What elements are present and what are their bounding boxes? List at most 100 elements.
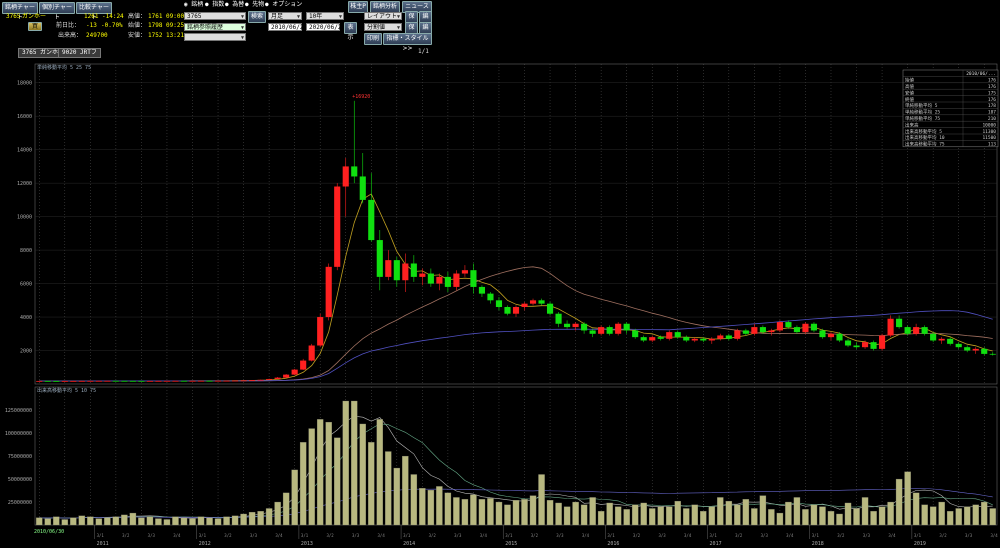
candle-body bbox=[964, 347, 971, 351]
shareholder-button[interactable]: 株主P bbox=[348, 1, 368, 13]
volume-bar bbox=[444, 492, 452, 526]
volume-bar bbox=[614, 506, 622, 526]
info-table-label: 高値 bbox=[905, 83, 914, 90]
volume-bar bbox=[895, 478, 903, 526]
volume-bar bbox=[163, 519, 171, 526]
indicator-style-button[interactable]: 指標・スタイル>> bbox=[383, 33, 432, 52]
volume-bar bbox=[606, 502, 613, 526]
candle-body bbox=[623, 323, 630, 331]
candle-body bbox=[436, 276, 443, 284]
quarter-label: 3/1 bbox=[199, 533, 207, 538]
candle-body bbox=[325, 266, 332, 318]
split-select[interactable]: 分割値 bbox=[364, 23, 402, 32]
candle-body bbox=[572, 323, 579, 328]
quarter-label: 3/2 bbox=[735, 533, 743, 538]
volume-bar bbox=[95, 518, 103, 526]
buy-sell-toggle[interactable]: 買 bbox=[28, 22, 42, 31]
price-tick-label: 4000 bbox=[20, 315, 32, 321]
volume-bar bbox=[478, 499, 486, 526]
volume-bar bbox=[742, 499, 750, 526]
candle-body bbox=[180, 380, 188, 382]
volume-bar bbox=[427, 489, 435, 526]
volume-bar bbox=[316, 419, 324, 526]
candle-body bbox=[538, 300, 545, 304]
page-indicator: 1/1 bbox=[418, 48, 429, 55]
mode-radio-index[interactable]: ● 指数 bbox=[205, 1, 225, 8]
info-table-value: 178 bbox=[988, 103, 996, 109]
candle-body bbox=[376, 240, 383, 277]
display-button[interactable]: 表示 bbox=[344, 22, 357, 41]
candle-body bbox=[53, 380, 60, 382]
quarter-label: 3/4 bbox=[582, 533, 590, 538]
volume-bar bbox=[70, 517, 77, 526]
chart-type-button-1[interactable]: 銘柄チャート bbox=[2, 2, 38, 21]
candle-body bbox=[104, 380, 111, 382]
range-select[interactable]: 10年 bbox=[306, 12, 344, 21]
candle-body bbox=[155, 380, 162, 382]
candle-body bbox=[393, 260, 400, 281]
volume-bar bbox=[376, 419, 384, 526]
volume-bar bbox=[929, 506, 937, 526]
quarter-label: 3/4 bbox=[990, 533, 998, 538]
chart-type-button-2[interactable]: 個別チャート bbox=[39, 2, 75, 21]
quarter-label: 3/2 bbox=[326, 533, 334, 538]
volume-bar bbox=[146, 516, 154, 526]
tab-stock-2[interactable]: 9020 JRTフ bbox=[58, 48, 101, 58]
candle-body bbox=[223, 380, 230, 382]
volume-bar bbox=[674, 500, 681, 526]
price-tick-label: 10000 bbox=[17, 215, 32, 221]
info-table-value: 187 bbox=[988, 110, 996, 116]
mode-radio-stock[interactable]: ◉ 銘柄 bbox=[184, 1, 204, 8]
history-select[interactable]: 銘柄参照履歴 bbox=[184, 23, 246, 32]
volume-bar bbox=[580, 504, 588, 526]
candle-body bbox=[827, 333, 835, 338]
candle-body bbox=[844, 340, 852, 346]
candle-body bbox=[683, 337, 690, 341]
volume-bar bbox=[657, 506, 664, 526]
candle-body bbox=[785, 322, 792, 328]
mode-label: 銘柄 bbox=[191, 1, 204, 8]
price-tick-label: 2000 bbox=[20, 349, 32, 355]
candle-body bbox=[36, 380, 43, 382]
quarter-label: 3/1 bbox=[914, 533, 922, 538]
candle-body bbox=[317, 317, 324, 346]
volume-bar bbox=[274, 501, 281, 526]
info-table-date: 2010/06/... bbox=[966, 71, 996, 77]
search-button[interactable]: 検索 bbox=[248, 11, 266, 23]
candle-body bbox=[666, 332, 673, 339]
blank-select[interactable] bbox=[184, 33, 246, 42]
mode-radio-fx[interactable]: ● 為替 bbox=[225, 1, 245, 8]
date-from-input[interactable]: 2010/06/29 bbox=[268, 23, 307, 31]
volume-bar bbox=[36, 517, 43, 526]
volume-bar bbox=[138, 517, 145, 526]
candle-body bbox=[700, 338, 707, 341]
low-value: 1752 13:21 bbox=[148, 32, 185, 39]
print-button[interactable]: 印刷 bbox=[364, 33, 382, 45]
volume-bar bbox=[257, 511, 264, 526]
volume-bar bbox=[555, 502, 562, 526]
quarter-label: 3/2 bbox=[429, 533, 437, 538]
quarter-label: 3/1 bbox=[301, 533, 309, 538]
volume-bar bbox=[231, 515, 239, 526]
year-label: 2015 bbox=[505, 541, 517, 547]
volume-bar bbox=[878, 506, 886, 526]
candle-body bbox=[351, 166, 358, 177]
volume-bar bbox=[180, 517, 188, 526]
mode-radio-futures[interactable]: ● 先物 bbox=[245, 1, 265, 8]
candle-body bbox=[861, 342, 869, 348]
layout-select[interactable]: レイアウト bbox=[364, 12, 402, 21]
volume-bar bbox=[623, 509, 630, 526]
year-label: 2011 bbox=[97, 541, 109, 547]
candle-body bbox=[240, 380, 247, 382]
volume-tick-label: 25000000 bbox=[8, 500, 32, 506]
code-select[interactable]: 3765 bbox=[184, 12, 246, 21]
date-to-input[interactable]: 2020/06/29 bbox=[306, 23, 345, 31]
volume-bar bbox=[887, 501, 894, 526]
candle-body bbox=[334, 186, 341, 267]
candle-body bbox=[581, 323, 588, 331]
volume-bar bbox=[861, 497, 869, 526]
period-select[interactable]: 月足 bbox=[268, 12, 302, 21]
chart-type-button-3[interactable]: 比較チャート bbox=[76, 2, 112, 21]
quarter-label: 3/1 bbox=[710, 533, 718, 538]
mode-radio-option[interactable]: ● オプション bbox=[265, 1, 303, 8]
